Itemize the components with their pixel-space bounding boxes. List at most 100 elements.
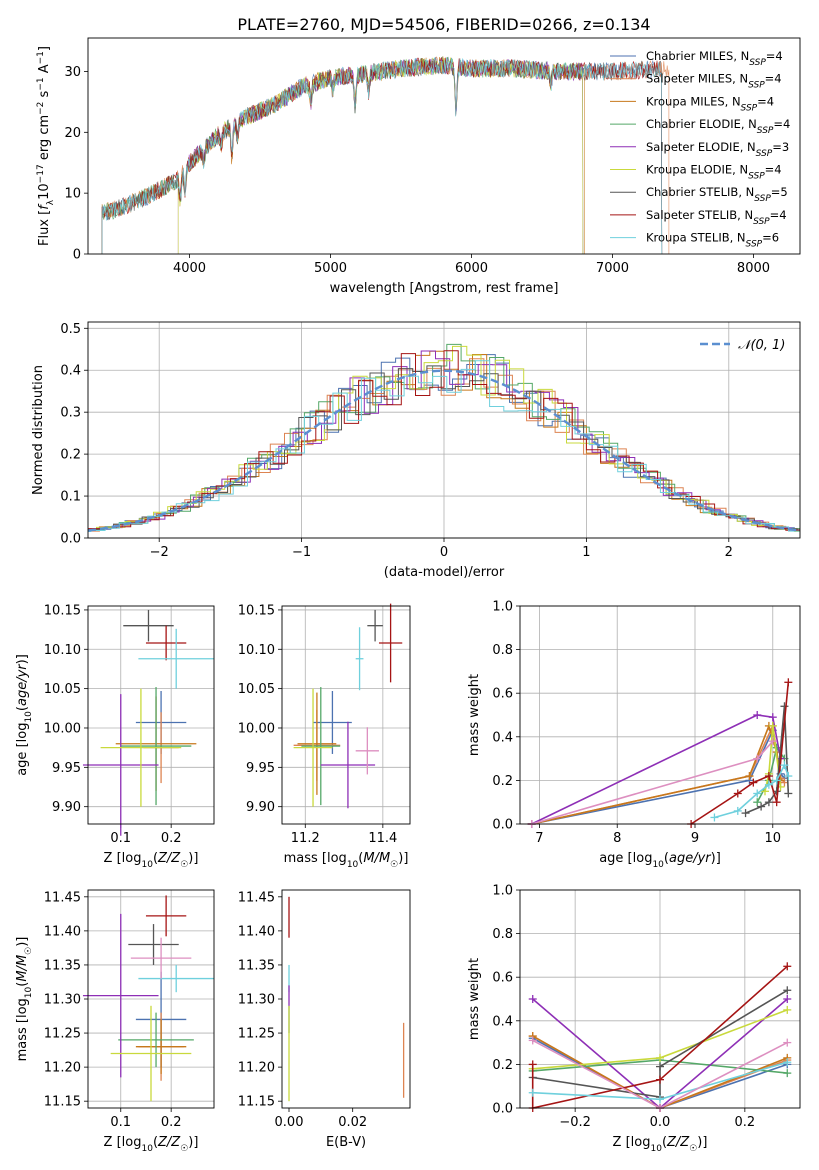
panel-age-vs-mass: 11.2 11.4 9.90 9.95 10.00 10.05 10.10 10.15 mass… xyxy=(238,603,411,870)
y-axis-label: Flux [fλ10−17 erg cm−2 s−1 A−1] xyxy=(36,46,56,246)
x-axis-label: Z [log10(Z/Z☉)] xyxy=(104,1135,199,1154)
spectrum-series xyxy=(177,58,584,254)
x-tick-label: 8000 xyxy=(737,261,770,276)
x-tick-label: 10 xyxy=(765,831,782,846)
y-tick-label: 10.15 xyxy=(44,603,81,618)
x-tick-label: 0.2 xyxy=(161,1115,182,1130)
y-tick-label: 11.15 xyxy=(238,1095,275,1110)
x-tick-label: 9 xyxy=(691,831,699,846)
y-axis-label: mass weight xyxy=(467,674,482,756)
x-tick-label: 0.1 xyxy=(110,1115,131,1130)
x-axis-label: Z [log10(Z/Z☉)] xyxy=(613,1135,708,1154)
legend-entry: Chabrier MILES, NSSP=4 xyxy=(646,49,783,68)
y-tick-label: 0.2 xyxy=(60,448,81,463)
spectrum-lines xyxy=(101,56,670,254)
legend-entry: Chabrier STELIB, NSSP=5 xyxy=(646,185,788,204)
y-tick-label: 0.3 xyxy=(60,406,81,421)
x-axis-label: age [log10(age/yr)] xyxy=(599,851,721,870)
y-tick-label: 0 xyxy=(73,248,81,263)
y-tick-label: 0.2 xyxy=(492,774,513,789)
y-tick-label: 0.1 xyxy=(60,490,81,505)
y-tick-label: 10.05 xyxy=(238,682,275,697)
x-tick-label: 0 xyxy=(440,545,448,560)
legend-entry: Chabrier ELODIE, NSSP=4 xyxy=(646,117,790,136)
y-tick-label: 10.00 xyxy=(44,721,81,736)
x-tick-label: −1 xyxy=(292,545,311,560)
panel-mass-vs-EBV: 0.00 0.02 11.15 11.20 11.25 11.30 11.35 11.40 11… xyxy=(238,889,411,1150)
y-tick-label: 10 xyxy=(64,187,81,202)
y-tick-label: 9.95 xyxy=(246,761,275,776)
histograms xyxy=(88,343,800,533)
x-tick-label: 0.0 xyxy=(650,1115,671,1130)
weight-series xyxy=(764,725,782,792)
x-tick-label: 0.02 xyxy=(338,1115,367,1130)
histogram-series xyxy=(88,365,800,532)
normal-curve xyxy=(88,369,800,532)
axes-frame xyxy=(87,321,801,539)
x-tick-label: 7000 xyxy=(596,261,629,276)
legend-entry: Salpeter STELIB, NSSP=4 xyxy=(646,208,787,227)
y-tick-label: 11.20 xyxy=(238,1061,275,1076)
panel-residuals: −2 −1 0 1 2 0.0 0.1 0.2 0.3 0.4 0.5 (data-model)/er… xyxy=(31,321,801,580)
y-tick-label: 10.00 xyxy=(238,721,275,736)
y-tick-label: 0.6 xyxy=(492,687,513,702)
y-tick-label: 9.95 xyxy=(52,761,81,776)
y-tick-label: 10.05 xyxy=(44,682,81,697)
y-tick-label: 0.0 xyxy=(492,818,513,833)
axes-frame xyxy=(87,605,215,825)
panel-mass-vs-Z: 0.1 0.2 11.15 11.20 11.25 11.30 11.35 11.40 11.4… xyxy=(15,889,215,1154)
y-tick-label: 11.30 xyxy=(44,993,81,1008)
legend-entry: Kroupa ELODIE, NSSP=4 xyxy=(646,163,782,182)
y-tick-label: 11.20 xyxy=(44,1061,81,1076)
weight-series xyxy=(531,714,782,825)
y-tick-label: 11.35 xyxy=(238,958,275,973)
figure-title: PLATE=2760, MJD=54506, FIBERID=0266, z=0… xyxy=(237,15,650,34)
y-tick-label: 1.0 xyxy=(492,600,513,615)
legend-entry: 𝒩(0, 1) xyxy=(738,338,785,353)
y-tick-label: 11.40 xyxy=(238,924,275,939)
x-tick-label: 11.4 xyxy=(368,831,397,846)
y-axis-label: mass [log10(M/M☉)] xyxy=(15,937,34,1062)
x-tick-label: 0.2 xyxy=(161,831,182,846)
x-tick-label: 0.00 xyxy=(275,1115,304,1130)
y-tick-label: 0.5 xyxy=(60,322,81,337)
panel-mass-weight-vs-age: 7 8 9 10 0.0 0.2 0.4 0.6 0.8 1.0 age [log10(age/yr… xyxy=(467,600,801,870)
histogram-series xyxy=(88,360,800,532)
y-tick-label: 10.10 xyxy=(238,643,275,658)
y-tick-label: 10.10 xyxy=(44,643,81,658)
x-axis-label: mass [log10(M/M☉)] xyxy=(284,851,409,870)
spectrum-series xyxy=(177,57,584,254)
panel-mass-weight-vs-Z: −0.2 0.0 0.2 0.0 0.2 0.4 0.6 0.8 1.0 Z [log10(Z/Z… xyxy=(467,884,801,1154)
spectrum-series xyxy=(101,56,670,254)
y-tick-label: 0.4 xyxy=(492,1014,513,1029)
y-tick-label: 11.25 xyxy=(238,1027,275,1042)
x-tick-label: 8 xyxy=(613,831,621,846)
legend-entry: Kroupa STELIB, NSSP=6 xyxy=(646,231,779,250)
y-tick-label: 0.0 xyxy=(492,1102,513,1117)
y-tick-label: 1.0 xyxy=(492,884,513,899)
spectrum-series xyxy=(101,56,663,254)
y-tick-label: 0.8 xyxy=(492,927,513,942)
y-tick-label: 0.4 xyxy=(60,364,81,379)
histogram-series xyxy=(88,350,800,533)
x-tick-label: 5000 xyxy=(314,261,347,276)
y-tick-label: 11.25 xyxy=(44,1027,81,1042)
x-axis-label: Z [log10(Z/Z☉)] xyxy=(104,851,199,870)
legend-entry: Salpeter MILES, NSSP=4 xyxy=(646,72,782,91)
axes-frame xyxy=(519,889,801,1109)
weight-series xyxy=(531,723,786,825)
weight-series xyxy=(531,965,788,1109)
y-tick-label: 9.90 xyxy=(52,800,81,815)
y-tick-label: 0.6 xyxy=(492,971,513,986)
x-tick-label: 2 xyxy=(725,545,733,560)
x-tick-label: −0.2 xyxy=(559,1115,591,1130)
panel-age-vs-Z: 0.1 0.2 9.90 9.95 10.00 10.05 10.10 10.15 Z [log… xyxy=(15,603,215,870)
y-tick-label: 11.15 xyxy=(44,1095,81,1110)
legend-entry: Kroupa MILES, NSSP=4 xyxy=(646,94,774,113)
legend-entry: Salpeter ELODIE, NSSP=3 xyxy=(646,140,789,159)
x-axis-label: (data-model)/error xyxy=(384,565,505,580)
spectrum-series xyxy=(101,56,585,254)
y-tick-label: 11.45 xyxy=(238,890,275,905)
y-tick-label: 0.2 xyxy=(492,1058,513,1073)
y-tick-label: 0.8 xyxy=(492,643,513,658)
